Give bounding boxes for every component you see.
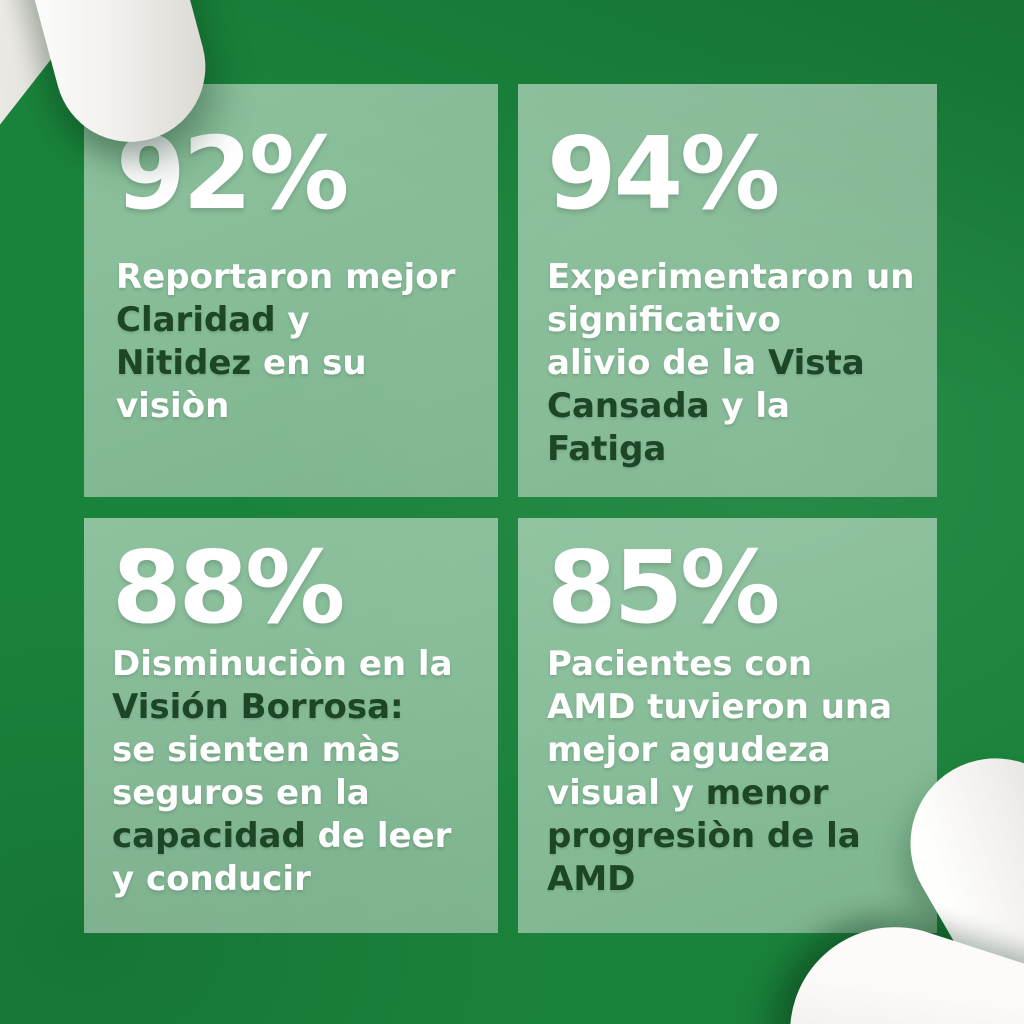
text-segment-white: Experimentaron un significativo alivio d… bbox=[547, 257, 915, 383]
stat-description: Disminuciòn en la Visión Borrosa: se sie… bbox=[112, 643, 484, 901]
text-segment-white: Reportaron mejor bbox=[116, 257, 456, 297]
stat-card-vista-cansada: 94% Experimentaron un significativo aliv… bbox=[518, 84, 937, 497]
text-segment-white: Pacientes con AMD tuvieron una mejor agu… bbox=[547, 644, 893, 813]
stat-card-claridad: 92% Reportaron mejor Claridad y Nitidez … bbox=[84, 84, 498, 497]
text-segment-dark: capacidad bbox=[112, 816, 306, 856]
stat-percent: 92% bbox=[116, 115, 349, 232]
text-segment-white: de leer y conducir bbox=[112, 816, 452, 899]
text-segment-white: y bbox=[287, 300, 310, 340]
text-segment-dark: Nitidez bbox=[116, 343, 252, 383]
stat-description: Experimentaron un significativo alivio d… bbox=[547, 256, 923, 471]
text-segment-dark: Fatiga bbox=[547, 429, 667, 469]
stat-card-vision-borrosa: 88% Disminuciòn en la Visión Borrosa: se… bbox=[84, 518, 498, 933]
text-segment-dark: menor progresiòn de la AMD bbox=[547, 773, 861, 899]
text-segment-dark: Visión Borrosa: bbox=[112, 687, 404, 727]
text-segment-white: Disminuciòn en la bbox=[112, 644, 453, 684]
stat-description: Reportaron mejor Claridad y Nitidez en s… bbox=[116, 256, 482, 428]
stat-percent: 88% bbox=[112, 529, 345, 646]
stat-percent: 94% bbox=[547, 115, 780, 232]
text-segment-white: se sienten màs seguros en la bbox=[112, 730, 401, 813]
text-segment-white: en su visiòn bbox=[116, 343, 367, 426]
text-segment-dark: Vista Cansada bbox=[547, 343, 865, 426]
stat-percent: 85% bbox=[547, 529, 780, 646]
text-segment-white: y la bbox=[721, 386, 790, 426]
text-segment-dark: Claridad bbox=[116, 300, 276, 340]
stat-card-amd: 85% Pacientes con AMD tuvieron una mejor… bbox=[518, 518, 937, 933]
stat-description: Pacientes con AMD tuvieron una mejor agu… bbox=[547, 643, 923, 901]
